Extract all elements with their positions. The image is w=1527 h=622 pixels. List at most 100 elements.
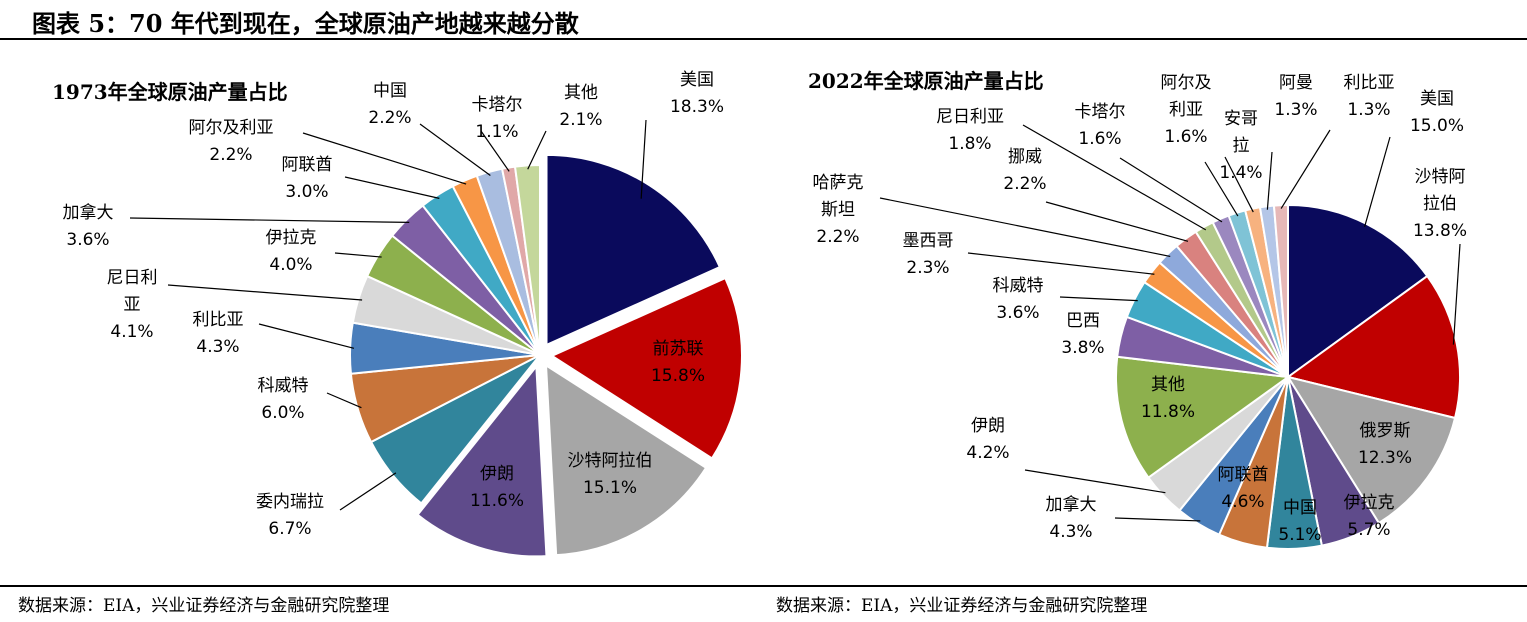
slice-value-label: 3.0% (285, 182, 328, 202)
slice-value-label: 1.1% (475, 122, 518, 142)
slice-name-label: 科威特 (258, 376, 309, 396)
slice-name-label: 美国 (1420, 89, 1454, 109)
slice-value-label: 15.0% (1410, 116, 1464, 136)
slice-name-label: 墨西哥 (903, 231, 954, 251)
slice-name-label: 卡塔尔 (1075, 102, 1126, 122)
slice-value-label: 11.8% (1141, 402, 1195, 422)
page-title: 图表 5：70 年代到现在，全球原油产地越来越分散 (32, 9, 579, 38)
leader-line (1224, 156, 1254, 213)
slice-name-label: 伊朗 (480, 464, 514, 484)
slice-name-label: 委内瑞拉 (256, 492, 324, 512)
slice-name-label: 前苏联 (653, 339, 704, 359)
pie-slice (1272, 203, 1289, 378)
slice-name-label: 安哥 (1224, 109, 1258, 129)
leader-line (1452, 243, 1461, 345)
leader-line (344, 176, 440, 199)
slice-value-label: 6.0% (261, 403, 304, 423)
slice-name-label: 加拿大 (63, 202, 114, 223)
pie-slice (1285, 274, 1461, 420)
slice-name-label: 美国 (680, 70, 714, 90)
slice-name-label: 中国 (373, 81, 407, 101)
slice-name-label: 伊拉克 (266, 228, 317, 248)
slice-value-label: 2.2% (368, 108, 411, 128)
slice-value-label: 4.0% (269, 255, 312, 275)
slice-name-label: 斯坦 (821, 200, 855, 220)
slice-name-label: 伊拉克 (1344, 493, 1395, 513)
slice-name-label: 其他 (1151, 375, 1185, 395)
slice-value-label: 4.6% (1221, 492, 1264, 512)
slice-name-label: 哈萨克 (813, 173, 864, 193)
leader-line (1022, 124, 1207, 231)
slice-value-label: 3.6% (66, 230, 109, 250)
slice-value-label: 6.7% (268, 519, 311, 539)
slice-name-label: 亚 (124, 295, 141, 315)
slice-value-label: 4.1% (110, 322, 153, 342)
slice-name-label: 巴西 (1066, 311, 1100, 331)
slice-name-label: 尼日利 (107, 268, 158, 288)
slice-name-label: 中国 (1283, 498, 1317, 518)
slice-name-label: 挪威 (1008, 147, 1042, 167)
chart-title: 2022年全球原油产量占比 (808, 69, 1044, 93)
leader-line (967, 252, 1155, 275)
slice-name-label: 阿联酋 (282, 155, 333, 175)
slice-name-label: 阿联酋 (1218, 465, 1269, 485)
slice-value-label: 5.1% (1278, 525, 1321, 545)
pie-slice (545, 153, 722, 347)
slice-value-label: 15.8% (651, 366, 705, 386)
slice-value-label: 18.3% (670, 97, 724, 117)
slice-value-label: 1.3% (1347, 100, 1390, 120)
slice-value-label: 12.3% (1358, 448, 1412, 468)
slice-name-label: 利比亚 (1344, 73, 1395, 93)
slice-value-label: 4.3% (1049, 522, 1092, 542)
leader-line (258, 323, 355, 349)
slice-value-label: 2.2% (816, 227, 859, 247)
pie-slice (549, 276, 743, 460)
leader-line (339, 472, 397, 511)
leader-line (879, 197, 1171, 258)
slice-value-label: 5.7% (1347, 520, 1390, 540)
leader-line (1119, 157, 1223, 223)
slice-name-label: 卡塔尔 (472, 95, 523, 115)
slice-value-label: 3.6% (996, 303, 1039, 323)
source-divider (0, 585, 1527, 587)
slice-name-label: 阿尔及利亚 (189, 118, 274, 138)
slice-value-label: 2.2% (209, 145, 252, 165)
slice-value-label: 2.3% (906, 258, 949, 278)
slice-value-label: 1.6% (1078, 129, 1121, 149)
leader-line (1364, 136, 1391, 228)
slice-name-label: 利比亚 (193, 310, 244, 330)
slice-value-label: 2.2% (1003, 174, 1046, 194)
slice-name-label: 沙特阿拉伯 (568, 451, 653, 471)
slice-name-label: 利亚 (1169, 100, 1203, 120)
leader-line (302, 132, 467, 185)
slice-value-label: 1.6% (1164, 127, 1207, 147)
slice-name-label: 尼日利亚 (936, 107, 1004, 127)
leader-line (1204, 161, 1239, 217)
pie-slice (544, 363, 708, 557)
pie-slice (416, 363, 548, 558)
leader-line (1266, 151, 1273, 210)
pie-slice (1114, 355, 1291, 479)
leader-line (334, 252, 382, 258)
title-divider (0, 38, 1527, 40)
leader-line (1114, 517, 1201, 522)
slice-name-label: 其他 (564, 83, 598, 103)
slice-name-label: 沙特阿 (1415, 167, 1466, 187)
slice-value-label: 4.3% (196, 337, 239, 357)
slice-value-label: 11.6% (470, 491, 524, 511)
slice-name-label: 阿曼 (1279, 73, 1313, 93)
leader-line (419, 123, 491, 177)
slice-value-label: 2.1% (559, 110, 602, 130)
slice-name-label: 科威特 (993, 276, 1044, 296)
pie-slice (1287, 203, 1429, 379)
leader-line (129, 217, 410, 224)
leader-line (1045, 201, 1189, 242)
slice-value-label: 1.4% (1219, 163, 1262, 183)
leader-line (1280, 129, 1331, 209)
leader-line (527, 130, 547, 170)
pie-slice (513, 163, 541, 356)
slice-value-label: 13.8% (1413, 221, 1467, 241)
